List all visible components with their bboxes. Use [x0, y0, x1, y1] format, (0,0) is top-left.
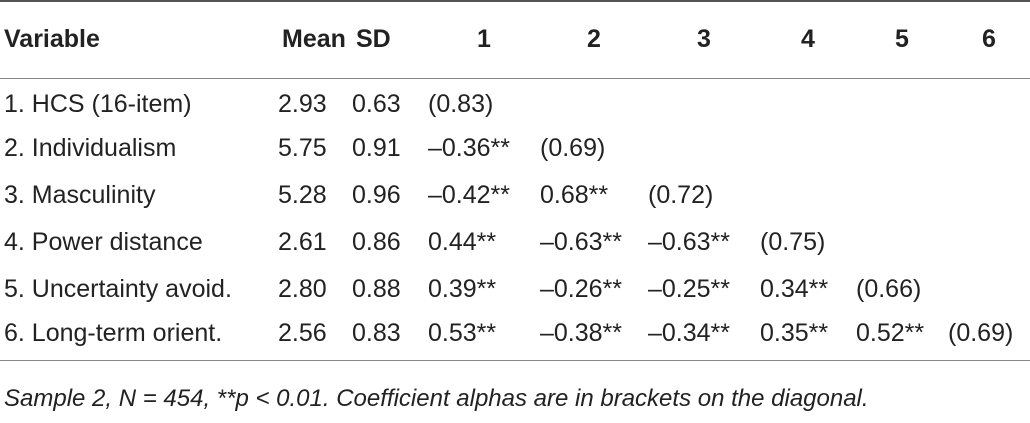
row-variable: 4. Power distance	[4, 228, 203, 256]
row-cell-5	[856, 219, 948, 266]
row-cell-5: (0.66)	[856, 275, 922, 303]
row-cell-1: (0.83)	[428, 90, 494, 119]
row-cell-2: –0.26**	[540, 275, 623, 303]
row-cell-3: –0.63**	[648, 228, 731, 256]
table-row: 5. Uncertainty avoid. 2.80 0.88 0.39** –…	[0, 266, 1030, 313]
row-variable: 6. Long-term orient.	[0, 313, 278, 361]
row-cell-5	[856, 78, 948, 125]
row-variable: 3. Masculinity	[4, 181, 156, 209]
header-col-3: 3	[648, 0, 760, 79]
row-cell-6	[948, 125, 1030, 172]
header-col-5: 5	[856, 0, 948, 79]
row-cell-4: 0.35**	[760, 313, 856, 361]
table-footnote: Sample 2, N = 454, **p < 0.01. Coefficie…	[4, 385, 869, 412]
row-cell-1: 0.44**	[428, 228, 497, 256]
row-cell-1: 0.39**	[428, 275, 497, 303]
row-cell-3: –0.34**	[648, 313, 760, 361]
row-sd: 0.86	[352, 228, 401, 256]
table-row: 3. Masculinity 5.28 0.96 –0.42** 0.68** …	[0, 172, 1030, 219]
header-sd: SD	[352, 0, 428, 79]
row-cell-5	[856, 172, 948, 219]
row-cell-1: 0.53**	[428, 313, 540, 361]
row-cell-3: –0.25**	[648, 275, 731, 303]
row-variable: 1. HCS (16-item)	[4, 90, 192, 119]
row-cell-3	[648, 125, 760, 172]
row-mean: 2.61	[278, 228, 327, 256]
row-cell-1: –0.36**	[428, 134, 511, 162]
row-cell-6	[948, 78, 1030, 125]
table-row: 6. Long-term orient. 2.56 0.83 0.53** –0…	[0, 313, 1030, 361]
table-header-row: Variable Mean SD 1 2 3 4 5 6	[0, 0, 1030, 79]
row-cell-4	[760, 78, 856, 125]
row-mean: 5.75	[278, 134, 327, 162]
header-col-2: 2	[540, 0, 648, 79]
row-cell-1: –0.42**	[428, 181, 511, 209]
row-cell-2: (0.69)	[540, 134, 606, 162]
table-row: 1. HCS (16-item) 2.93 0.63 (0.83)	[0, 78, 1030, 125]
row-cell-5	[856, 125, 948, 172]
row-sd: 0.96	[352, 181, 401, 209]
header-col-1: 1	[428, 0, 540, 79]
row-sd: 0.63	[352, 90, 401, 119]
row-cell-2: –0.38**	[540, 313, 648, 361]
row-cell-4: (0.75)	[760, 228, 826, 256]
row-variable: 5. Uncertainty avoid.	[4, 275, 232, 303]
row-cell-2	[540, 78, 648, 125]
row-variable: 2. Individualism	[4, 134, 177, 162]
row-mean: 5.28	[278, 181, 327, 209]
row-cell-4	[760, 125, 856, 172]
table-row: 2. Individualism 5.75 0.91 –0.36** (0.69…	[0, 125, 1030, 172]
correlation-table: Variable Mean SD 1 2 3 4 5 6 1. HCS (16-…	[0, 0, 1030, 361]
row-sd: 0.88	[352, 275, 401, 303]
row-cell-3: (0.72)	[648, 181, 714, 209]
row-cell-3	[648, 78, 760, 125]
header-mean: Mean	[278, 0, 352, 79]
row-cell-5: 0.52**	[856, 313, 948, 361]
row-cell-2: –0.63**	[540, 228, 623, 256]
row-mean: 2.93	[278, 90, 327, 119]
row-cell-6	[948, 219, 1030, 266]
row-sd: 0.91	[352, 134, 401, 162]
header-col-6: 6	[948, 0, 1030, 79]
row-sd: 0.83	[352, 313, 428, 361]
header-variable: Variable	[0, 0, 278, 79]
row-cell-6: (0.69)	[948, 313, 1030, 361]
row-cell-4	[760, 172, 856, 219]
table-row: 4. Power distance 2.61 0.86 0.44** –0.63…	[0, 219, 1030, 266]
row-cell-2: 0.68**	[540, 181, 609, 209]
row-cell-6	[948, 266, 1030, 313]
row-cell-4: 0.34**	[760, 275, 829, 303]
header-col-4: 4	[760, 0, 856, 79]
row-mean: 2.80	[278, 275, 327, 303]
row-cell-6	[948, 172, 1030, 219]
row-mean: 2.56	[278, 313, 352, 361]
